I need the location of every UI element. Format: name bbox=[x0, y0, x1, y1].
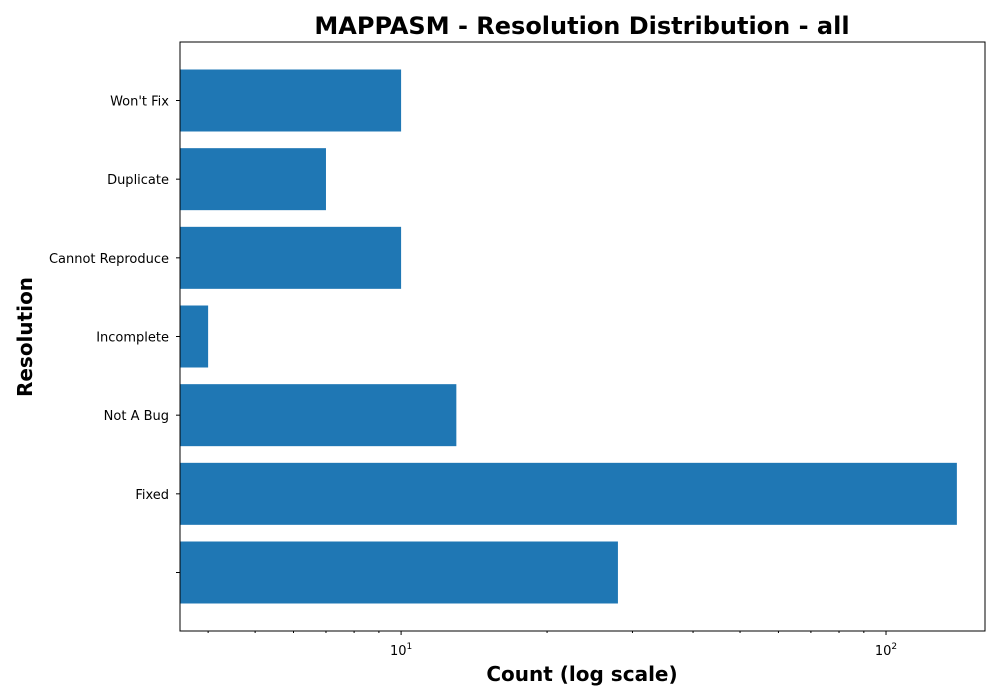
y-tick-label-3: Incomplete bbox=[96, 331, 169, 346]
axes-layer: Fixed Not A Bug Incomplete Cannot Reproduce… bbox=[49, 95, 897, 660]
plot-frame bbox=[179, 41, 986, 632]
bar-5 bbox=[180, 148, 326, 211]
y-tick-label-4: Cannot Reproduce bbox=[49, 252, 169, 267]
x-tick-label-0: 101 bbox=[390, 642, 412, 659]
y-tick-label-6: Won't Fix bbox=[110, 95, 169, 110]
bar-1 bbox=[180, 462, 957, 525]
y-tick-label-1: Fixed bbox=[135, 488, 169, 503]
bars-layer bbox=[180, 69, 957, 604]
bar-0 bbox=[180, 541, 618, 604]
y-tick-label-5: Duplicate bbox=[107, 173, 169, 188]
chart-title: MAPPASM - Resolution Distribution - all bbox=[314, 12, 849, 40]
bar-4 bbox=[180, 226, 402, 289]
y-tick-label-2: Not A Bug bbox=[104, 409, 169, 424]
bar-6 bbox=[180, 69, 402, 132]
y-axis-label: Resolution bbox=[13, 277, 37, 397]
x-tick-label-1: 102 bbox=[875, 642, 897, 659]
x-axis-label: Count (log scale) bbox=[486, 662, 677, 686]
bar-3 bbox=[180, 305, 209, 368]
bar-2 bbox=[180, 384, 457, 447]
